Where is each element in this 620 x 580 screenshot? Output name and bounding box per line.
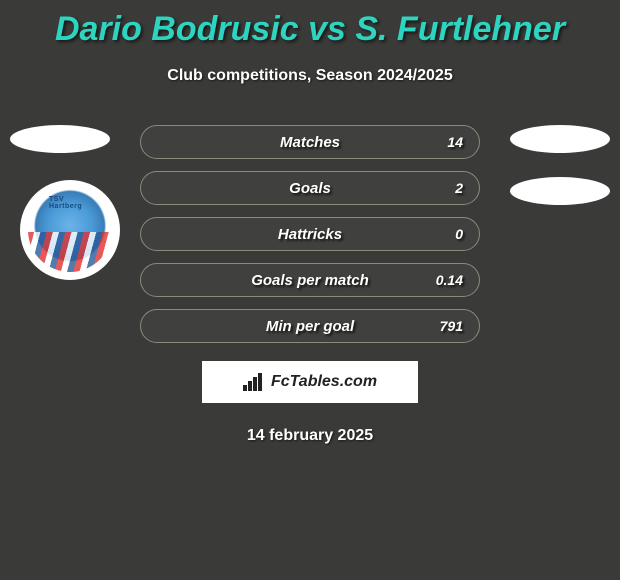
stat-row-matches: Matches 14 [140,125,480,159]
stat-value: 14 [447,134,463,150]
stat-value: 0 [455,226,463,242]
site-branding[interactable]: FcTables.com [202,361,418,403]
club-badge-text: TSV Hartberg [49,196,91,210]
stat-label: Goals [289,180,331,197]
stat-label: Matches [280,134,340,151]
comparison-subtitle: Club competitions, Season 2024/2025 [0,67,620,85]
bar-chart-icon [243,373,265,391]
player-right-photo-placeholder-2 [510,177,610,205]
player-right-photo-placeholder-1 [510,125,610,153]
club-badge-inner: TSV Hartberg [28,188,112,272]
club-badge-stripes [28,232,112,272]
stat-label: Min per goal [266,318,354,335]
content-area: TSV Hartberg Matches 14 Goals 2 Hattrick… [0,125,620,445]
stat-label: Goals per match [251,272,369,289]
stat-row-min-per-goal: Min per goal 791 [140,309,480,343]
stats-container: Matches 14 Goals 2 Hattricks 0 Goals per… [140,125,480,343]
club-badge-left: TSV Hartberg [20,180,120,280]
stat-label: Hattricks [278,226,342,243]
player-left-photo-placeholder [10,125,110,153]
stat-row-goals-per-match: Goals per match 0.14 [140,263,480,297]
stat-row-goals: Goals 2 [140,171,480,205]
stat-row-hattricks: Hattricks 0 [140,217,480,251]
snapshot-date: 14 february 2025 [0,427,620,445]
branding-text: FcTables.com [271,373,377,391]
comparison-title: Dario Bodrusic vs S. Furtlehner [0,0,620,49]
stat-value: 791 [440,318,463,334]
stat-value: 0.14 [436,272,463,288]
stat-value: 2 [455,180,463,196]
